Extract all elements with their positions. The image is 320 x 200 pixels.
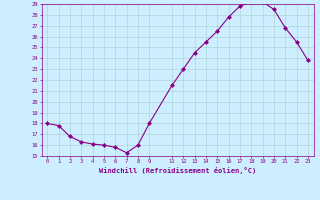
X-axis label: Windchill (Refroidissement éolien,°C): Windchill (Refroidissement éolien,°C) — [99, 167, 256, 174]
